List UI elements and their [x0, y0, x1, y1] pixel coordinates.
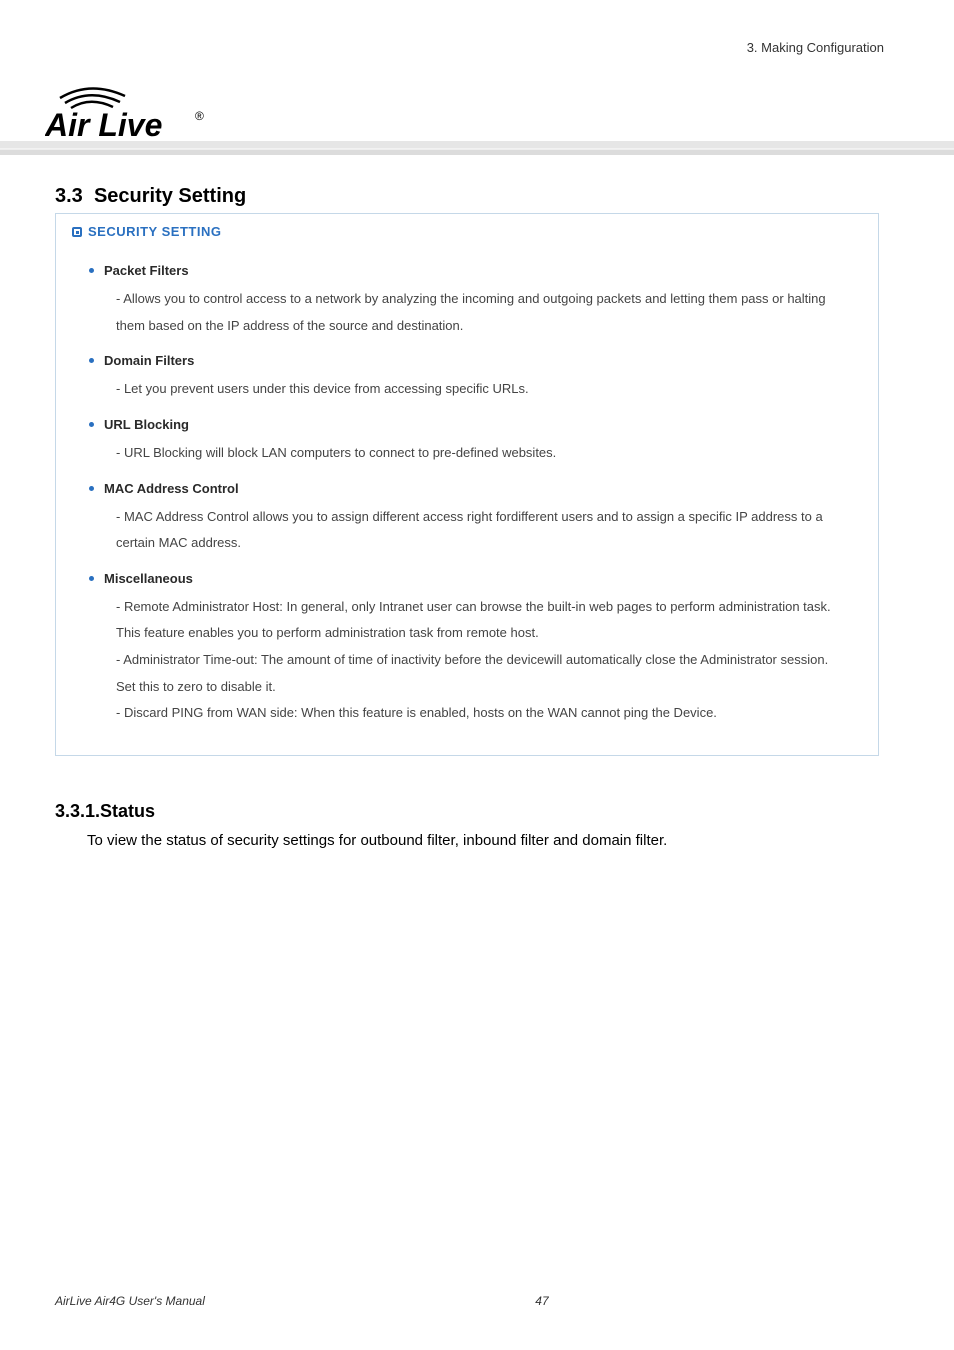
- logo: Air Live ®: [45, 78, 225, 148]
- setting-item-mac-address-control: MAC Address Control - MAC Address Contro…: [104, 481, 850, 557]
- security-setting-panel: SECURITY SETTING Packet Filters - Allows…: [55, 213, 879, 756]
- item-description: - Let you prevent users under this devic…: [104, 376, 850, 403]
- svg-text:Air Live: Air Live: [45, 107, 162, 143]
- setting-item-miscellaneous: Miscellaneous - Remote Administrator Hos…: [104, 571, 850, 727]
- header-divider: [0, 141, 954, 155]
- item-title-text: Miscellaneous: [104, 571, 193, 586]
- item-description: - Remote Administrator Host: In general,…: [104, 594, 850, 727]
- header-chapter-text: 3. Making Configuration: [0, 40, 954, 55]
- panel-title-text: SECURITY SETTING: [88, 224, 221, 239]
- page-header: 3. Making Configuration Air Live ®: [0, 0, 954, 155]
- item-title-text: MAC Address Control: [104, 481, 239, 496]
- item-description: - URL Blocking will block LAN computers …: [104, 440, 850, 467]
- subsection-text: To view the status of security settings …: [55, 830, 879, 853]
- bullet-icon: [89, 486, 94, 491]
- section-number: 3.3: [55, 185, 83, 207]
- bullet-icon: [89, 358, 94, 363]
- bullet-icon: [89, 576, 94, 581]
- setting-item-packet-filters: Packet Filters - Allows you to control a…: [104, 263, 850, 339]
- item-description: - MAC Address Control allows you to assi…: [104, 504, 850, 557]
- section-title: Security Setting: [94, 185, 246, 207]
- setting-item-url-blocking: URL Blocking - URL Blocking will block L…: [104, 417, 850, 467]
- subsection-heading: 3.3.1.Status: [55, 801, 879, 822]
- subsection-title: Status: [100, 801, 155, 821]
- item-title-text: Packet Filters: [104, 263, 189, 278]
- item-description: - Allows you to control access to a netw…: [104, 286, 850, 339]
- subsection-status: 3.3.1.Status To view the status of secur…: [55, 801, 879, 853]
- item-title-text: Domain Filters: [104, 353, 194, 368]
- section-heading: 3.3 Security Setting: [55, 185, 879, 208]
- item-title-text: URL Blocking: [104, 417, 189, 432]
- panel-title-icon: [72, 227, 82, 237]
- setting-item-domain-filters: Domain Filters - Let you prevent users u…: [104, 353, 850, 403]
- panel-body: Packet Filters - Allows you to control a…: [56, 245, 878, 755]
- bullet-icon: [89, 268, 94, 273]
- panel-title: SECURITY SETTING: [56, 214, 878, 245]
- footer-manual-title: AirLive Air4G User's Manual: [55, 1294, 205, 1308]
- page-footer: AirLive Air4G User's Manual 47: [0, 1294, 954, 1308]
- airlive-logo-icon: Air Live ®: [45, 78, 225, 143]
- svg-text:®: ®: [195, 109, 204, 123]
- subsection-number: 3.3.1.: [55, 801, 100, 821]
- bullet-icon: [89, 422, 94, 427]
